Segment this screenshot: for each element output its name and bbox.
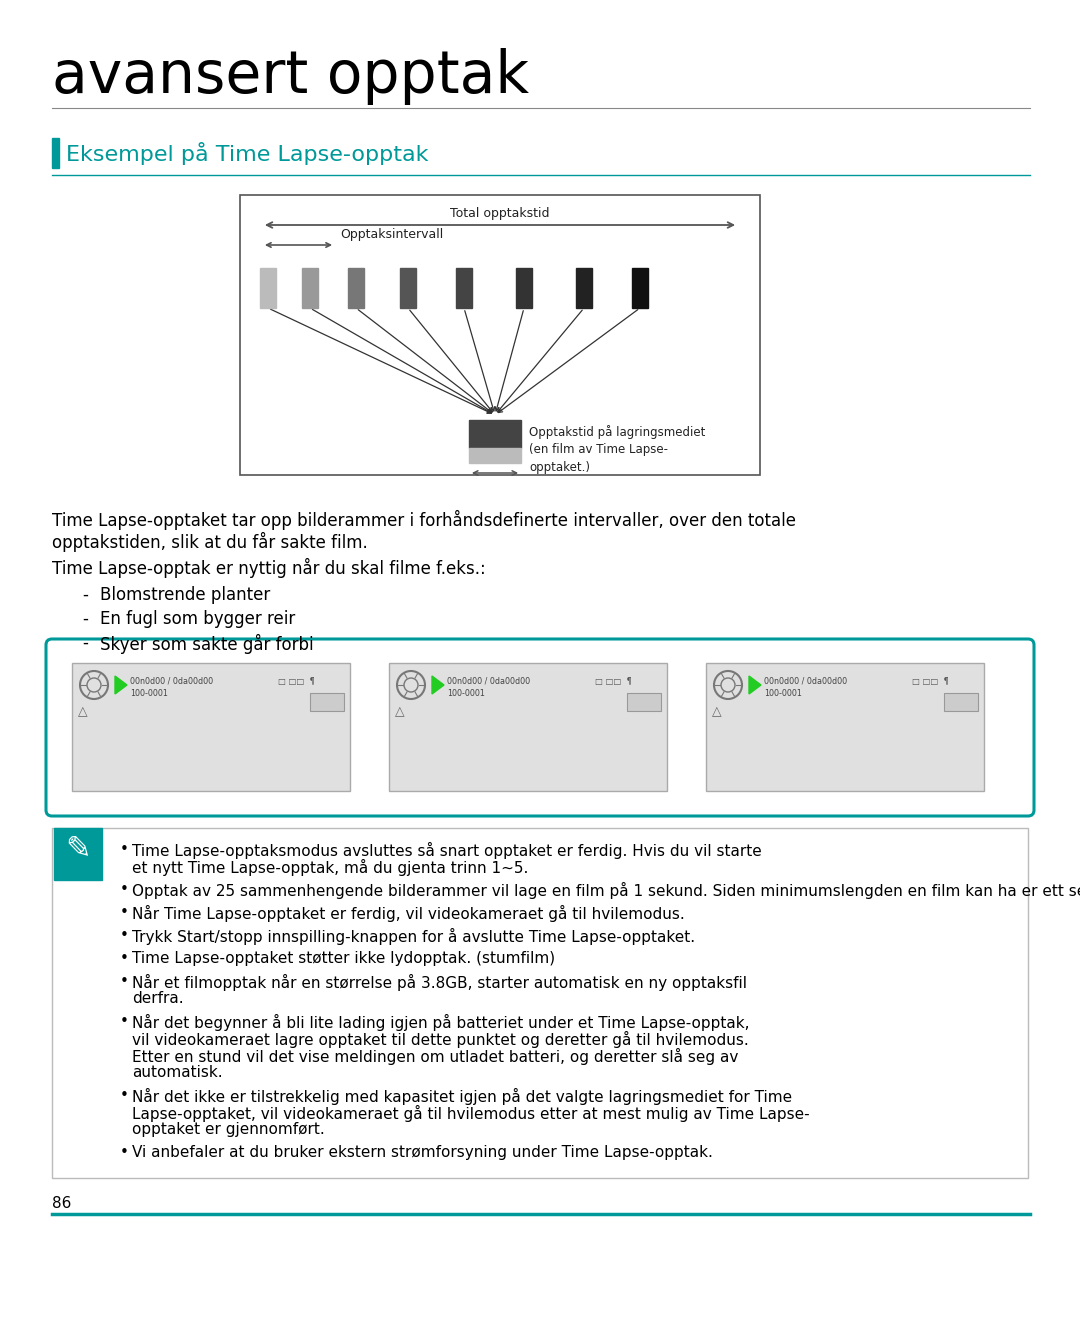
Text: En fugl som bygger reir: En fugl som bygger reir [100, 610, 295, 628]
Text: 00n0d00 / 0da00d00: 00n0d00 / 0da00d00 [764, 677, 847, 687]
Bar [52, 138, 59, 169]
Bar [310, 693, 345, 710]
Text: Blomstrende planter: Blomstrende planter [100, 586, 270, 604]
Text: △: △ [395, 705, 405, 718]
Text: Time Lapse-opptaket tar opp bilderammer i forhåndsdefinerte intervaller, over de: Time Lapse-opptaket tar opp bilderammer … [52, 510, 796, 530]
Text: automatisk.: automatisk. [132, 1065, 222, 1080]
Text: 100-0001: 100-0001 [447, 689, 485, 699]
Bar [400, 268, 416, 308]
Text: □ □□  ¶: □ □□ ¶ [278, 677, 315, 687]
Text: -: - [82, 633, 87, 652]
Polygon shape [114, 676, 127, 695]
Bar [706, 663, 984, 791]
Text: △: △ [78, 705, 87, 718]
Text: •: • [120, 951, 129, 965]
Text: Time Lapse-opptaksmodus avsluttes så snart opptaket er ferdig. Hvis du vil start: Time Lapse-opptaksmodus avsluttes så sna… [132, 842, 761, 859]
Text: 00n0d00 / 0da00d00: 00n0d00 / 0da00d00 [130, 677, 213, 687]
Text: Når det ikke er tilstrekkelig med kapasitet igjen på det valgte lagringsmediet f: Når det ikke er tilstrekkelig med kapasi… [132, 1088, 792, 1105]
Bar [260, 268, 276, 308]
FancyBboxPatch shape [46, 639, 1034, 815]
Text: avansert opptak: avansert opptak [52, 48, 529, 105]
Bar [52, 827, 1028, 1178]
Text: •: • [120, 882, 129, 896]
Bar [632, 268, 648, 308]
Text: ✎: ✎ [65, 834, 91, 863]
Text: Opptaksintervall: Opptaksintervall [340, 228, 443, 240]
Text: -: - [82, 610, 87, 628]
Bar [302, 268, 318, 308]
Text: Etter en stund vil det vise meldingen om utladet batteri, og deretter slå seg av: Etter en stund vil det vise meldingen om… [132, 1048, 739, 1065]
Text: 86: 86 [52, 1197, 71, 1211]
Text: •: • [120, 1015, 129, 1029]
Text: Når et filmopptak når en størrelse på 3.8GB, starter automatisk en ny opptaksfil: Når et filmopptak når en størrelse på 3.… [132, 973, 747, 991]
Text: △: △ [712, 705, 721, 718]
Bar [627, 693, 661, 710]
Text: Eksempel på Time Lapse-opptak: Eksempel på Time Lapse-opptak [66, 142, 429, 165]
Bar [348, 268, 364, 308]
Bar [456, 268, 472, 308]
Text: •: • [120, 1145, 129, 1159]
Text: •: • [120, 904, 129, 920]
Text: vil videokameraet lagre opptaket til dette punktet og deretter gå til hvilemodus: vil videokameraet lagre opptaket til det… [132, 1031, 748, 1048]
Text: Opptakstid på lagringsmediet
(en film av Time Lapse-
opptaket.): Opptakstid på lagringsmediet (en film av… [529, 425, 705, 474]
Text: •: • [120, 842, 129, 857]
Text: Når Time Lapse-opptaket er ferdig, vil videokameraet gå til hvilemodus.: Når Time Lapse-opptaket er ferdig, vil v… [132, 904, 685, 922]
Bar [72, 663, 350, 791]
Text: •: • [120, 973, 129, 989]
Text: 00n0d00 / 0da00d00: 00n0d00 / 0da00d00 [447, 677, 530, 687]
Polygon shape [750, 676, 761, 695]
Text: derfra.: derfra. [132, 991, 184, 1007]
Text: 100-0001: 100-0001 [130, 689, 167, 699]
Bar [469, 448, 521, 463]
Text: •: • [120, 928, 129, 943]
Polygon shape [432, 676, 444, 695]
Text: 100-0001: 100-0001 [764, 689, 801, 699]
Text: Når det begynner å bli lite lading igjen på batteriet under et Time Lapse-opptak: Når det begynner å bli lite lading igjen… [132, 1015, 750, 1031]
Text: opptaket er gjennomført.: opptaket er gjennomført. [132, 1122, 325, 1137]
Text: Lapse-opptaket, vil videokameraet gå til hvilemodus etter at mest mulig av Time : Lapse-opptaket, vil videokameraet gå til… [132, 1105, 810, 1122]
Text: Trykk Start/stopp innspilling-knappen for å avslutte Time Lapse-opptaket.: Trykk Start/stopp innspilling-knappen fo… [132, 928, 696, 946]
Bar [240, 195, 760, 475]
Text: Opptak av 25 sammenhengende bilderammer vil lage en film på 1 sekund. Siden mini: Opptak av 25 sammenhengende bilderammer … [132, 882, 1080, 899]
Text: •: • [120, 1088, 129, 1104]
Text: Total opptakstid: Total opptakstid [450, 207, 550, 220]
Text: et nytt Time Lapse-opptak, må du gjenta trinn 1~5.: et nytt Time Lapse-opptak, må du gjenta … [132, 859, 528, 876]
Text: -: - [82, 586, 87, 604]
Bar [576, 268, 592, 308]
Text: □ □□  ¶: □ □□ ¶ [912, 677, 949, 687]
Text: □ □□  ¶: □ □□ ¶ [595, 677, 632, 687]
Text: Skyer som sakte går forbi: Skyer som sakte går forbi [100, 633, 313, 655]
Bar [516, 268, 532, 308]
Bar [944, 693, 978, 710]
Bar [54, 827, 102, 880]
Bar [469, 420, 521, 448]
Text: opptakstiden, slik at du får sakte film.: opptakstiden, slik at du får sakte film. [52, 533, 368, 552]
Text: Time Lapse-opptak er nyttig når du skal filme f.eks.:: Time Lapse-opptak er nyttig når du skal … [52, 558, 486, 578]
Bar [389, 663, 667, 791]
Text: Vi anbefaler at du bruker ekstern strømforsyning under Time Lapse-opptak.: Vi anbefaler at du bruker ekstern strømf… [132, 1145, 713, 1159]
Text: Time Lapse-opptaket støtter ikke lydopptak. (stumfilm): Time Lapse-opptaket støtter ikke lydoppt… [132, 951, 555, 965]
